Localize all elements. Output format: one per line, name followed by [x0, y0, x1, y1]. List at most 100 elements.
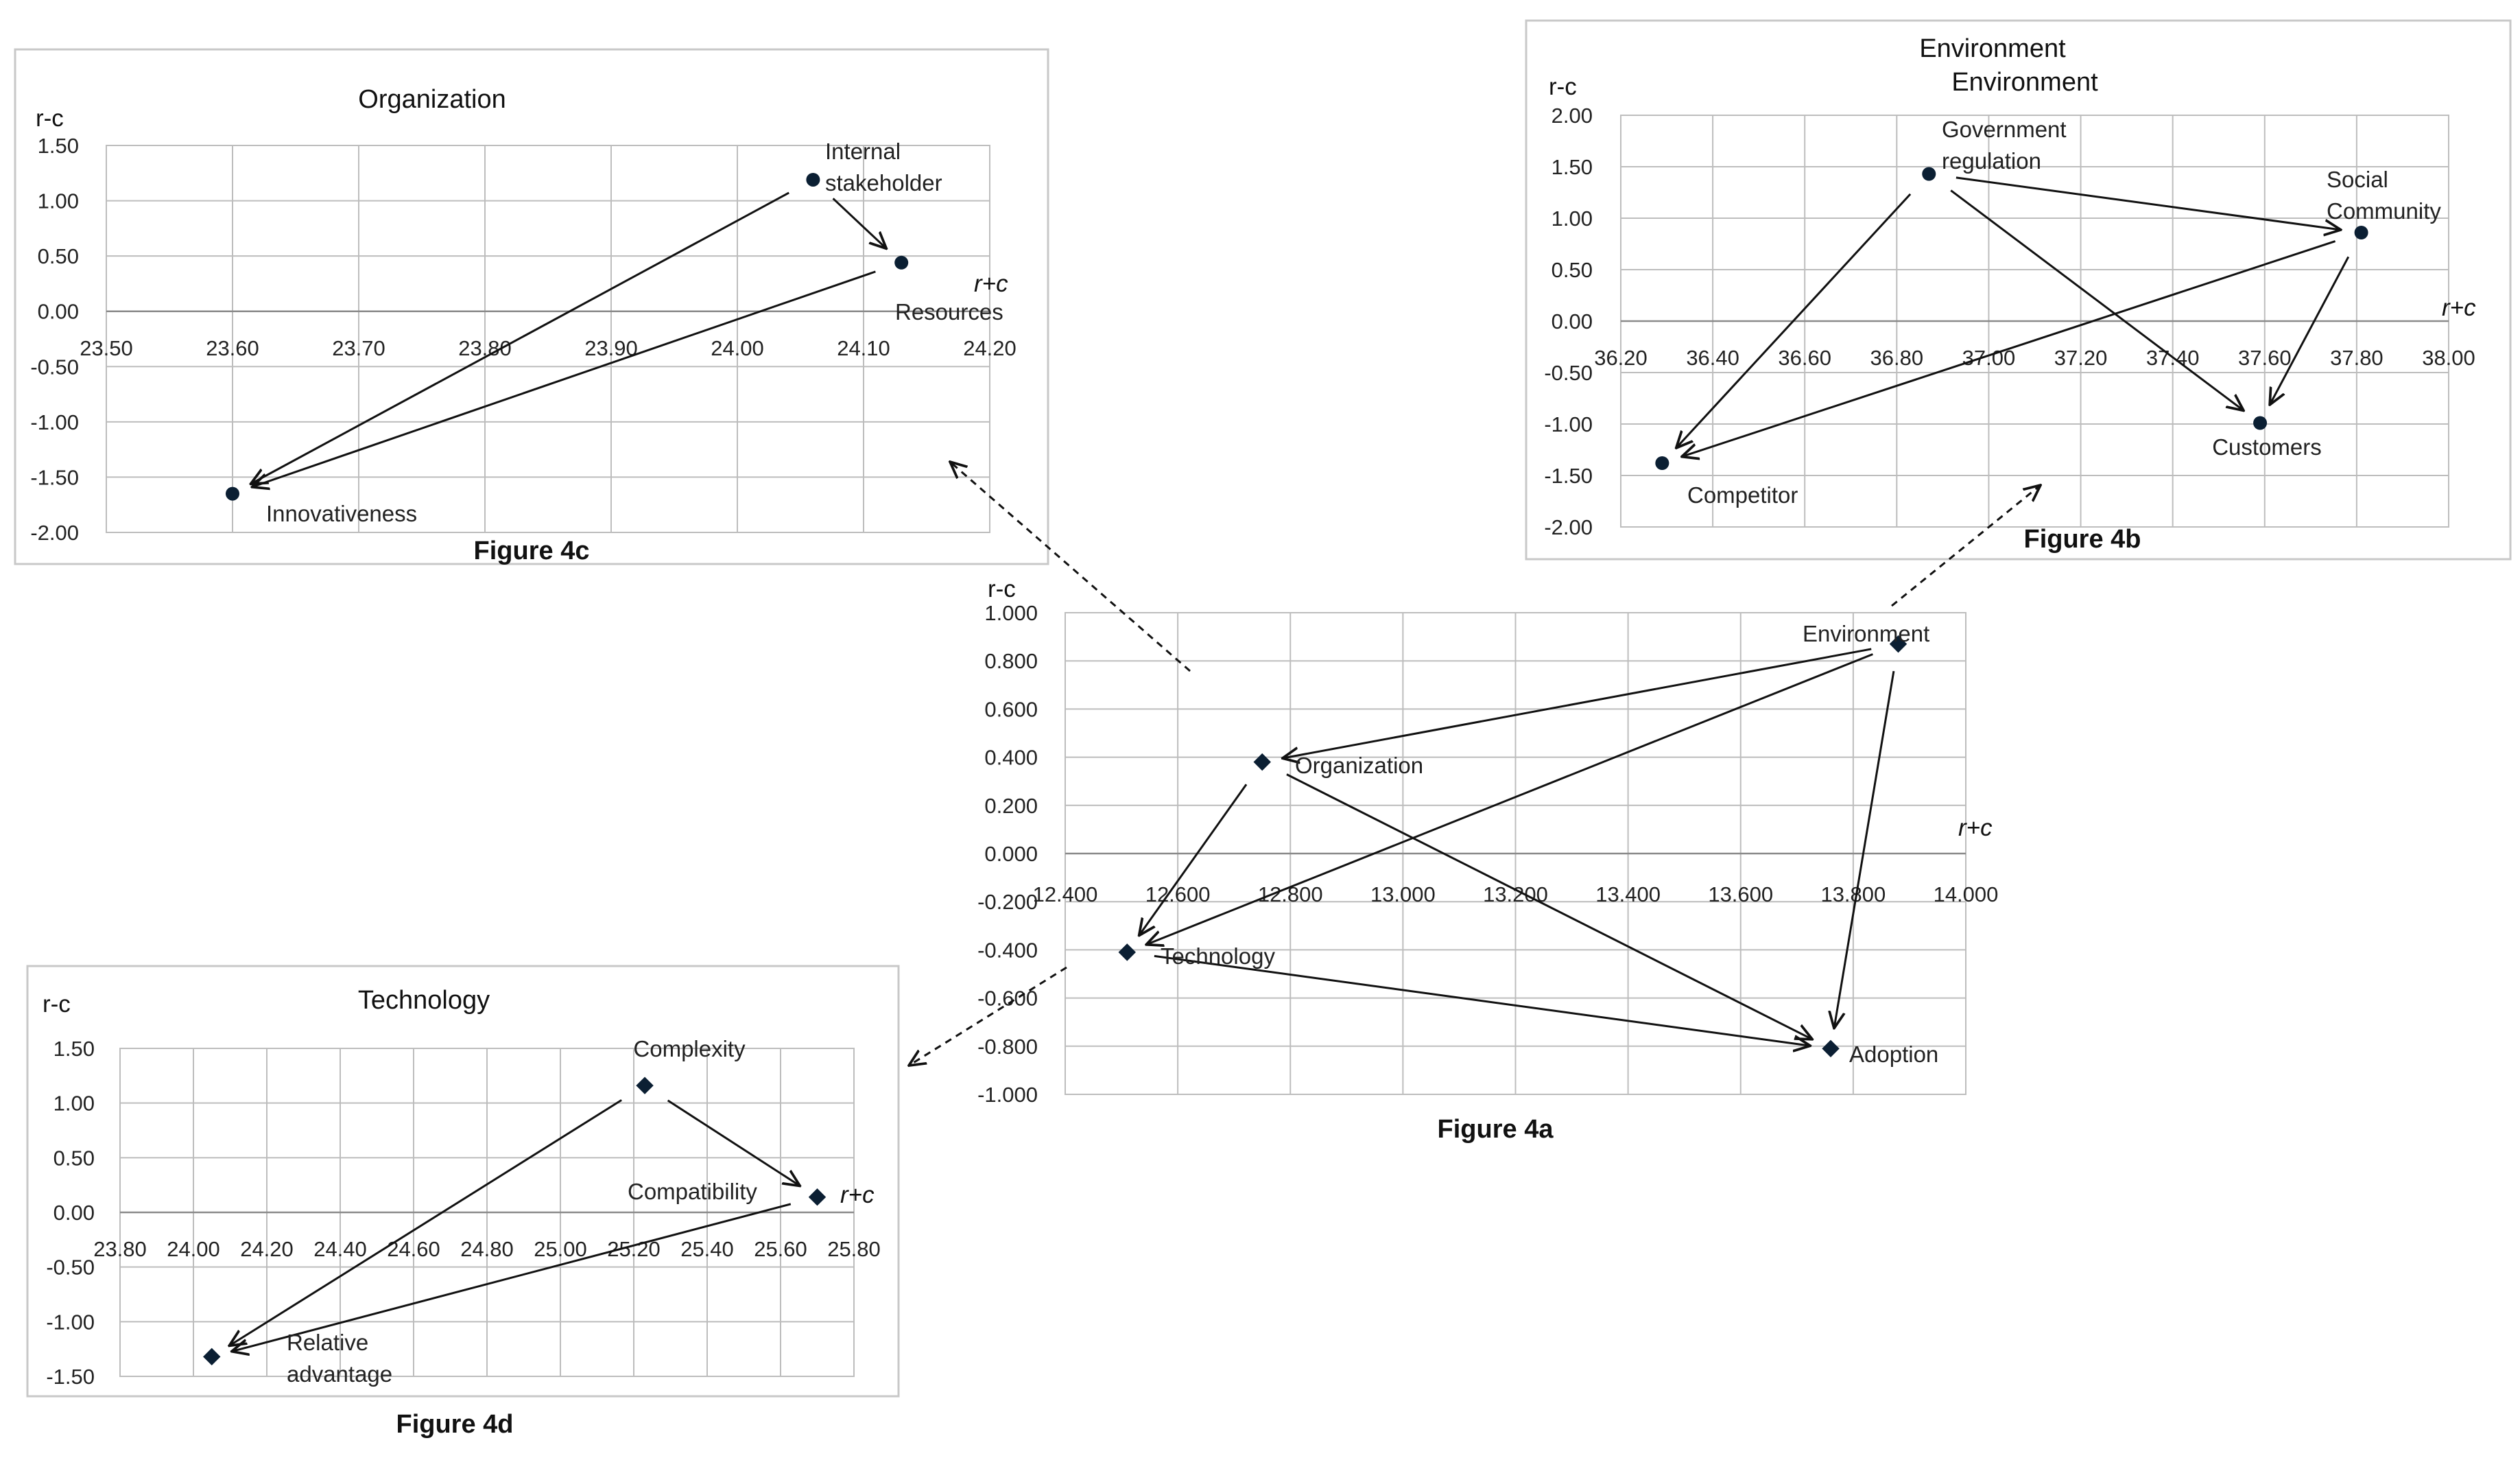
relation-arrow	[250, 191, 789, 484]
data-point-label: Relative advantage	[287, 1330, 392, 1387]
data-point-label: Customers	[2212, 434, 2322, 460]
x-axis-label-4a: r+c	[1958, 814, 1993, 841]
data-point-label: Innovativeness	[266, 501, 417, 526]
data-point-label: Organization	[1295, 753, 1423, 778]
x-tick-label: 36.60	[1778, 346, 1831, 370]
y-tick-label: 1.50	[1552, 155, 1593, 179]
data-point-label: Technology	[1161, 943, 1275, 969]
panel-connector	[950, 462, 1191, 672]
data-point-label: Government regulation	[1942, 117, 2067, 174]
data-point-label: Resources	[895, 299, 1003, 325]
relation-arrow	[252, 270, 876, 487]
relation-arrow	[2270, 256, 2350, 405]
y-tick-label: -0.200	[977, 890, 1038, 914]
relation-arrow	[232, 1203, 792, 1352]
figure-caption-4d: Figure 4d	[396, 1410, 513, 1439]
y-tick-label: 0.00	[38, 300, 79, 324]
y-tick-label: -0.600	[977, 987, 1038, 1011]
x-tick-label: 24.10	[837, 336, 890, 360]
relation-arrow	[1139, 784, 1248, 935]
panel-connector	[909, 966, 1067, 1066]
x-tick-label: 25.60	[754, 1237, 807, 1261]
x-tick-label: 23.50	[80, 336, 133, 360]
chart-title-4d: Technology	[358, 986, 490, 1015]
x-tick-label: 12.400	[1033, 882, 1098, 906]
data-point-marker	[2253, 416, 2268, 430]
data-point-label: Adoption	[1849, 1042, 1938, 1067]
x-tick-label: 23.70	[332, 336, 385, 360]
data-point-marker	[2354, 226, 2368, 239]
y-tick-label: -1.00	[30, 410, 79, 434]
y-tick-label: -0.50	[1544, 361, 1593, 385]
x-tick-label: 13.000	[1370, 882, 1436, 906]
y-tick-label: -1.50	[46, 1365, 95, 1389]
y-tick-label: -1.00	[46, 1310, 95, 1334]
relation-arrows-4c	[250, 191, 887, 487]
y-axis-label-4b: r-c	[1549, 73, 1577, 100]
gridlines-4c	[106, 145, 990, 533]
y-tick-label: -1.000	[977, 1083, 1038, 1107]
relation-arrow	[229, 1099, 622, 1345]
chart-figure-4c: 23.50 23.60 23.70 23.80 23.90 24.00 24.10 24.20…	[30, 85, 1016, 565]
relation-arrow	[1676, 193, 1912, 448]
relation-arrow	[1956, 176, 2341, 230]
chart-figure-4b: 36.20 36.40 36.60 36.80 37.00 37.20 37.40 37.60…	[1544, 34, 2476, 554]
x-tick-label: 13.600	[1708, 882, 1773, 906]
plot-area-4c	[106, 145, 990, 533]
relation-arrow	[1834, 670, 1895, 1028]
data-point-marker	[806, 172, 820, 187]
data-point-label: Competitor	[1687, 482, 1798, 508]
x-axis-label-4b: r+c	[2442, 294, 2476, 321]
x-tick-label: 24.60	[387, 1237, 440, 1261]
y-tick-label: 0.400	[984, 746, 1038, 770]
y-tick-label: 0.600	[984, 697, 1038, 721]
y-tick-label: -1.50	[30, 465, 79, 489]
y-tick-label: -0.400	[977, 938, 1038, 962]
x-tick-label: 38.00	[2422, 346, 2475, 370]
x-tick-label: 12.600	[1145, 882, 1211, 906]
y-tick-label: -0.800	[977, 1035, 1038, 1059]
charts: 12.400 12.600 12.800 13.000 13.200 13.400 13.6…	[30, 34, 2476, 1439]
data-point-marker	[1922, 167, 1936, 181]
y-tick-label: 1.00	[54, 1092, 95, 1116]
x-tick-label: 23.80	[93, 1237, 147, 1261]
data-point-label: Environment	[1803, 621, 1929, 646]
x-axis-label-4c: r+c	[974, 270, 1008, 297]
data-point-label: Internal stakeholder	[825, 139, 942, 196]
chart-title-4b: Environment	[1919, 34, 2066, 63]
x-tick-label: 13.800	[1820, 882, 1886, 906]
y-tick-label: 1.000	[984, 601, 1038, 625]
x-tick-label: 13.200	[1483, 882, 1548, 906]
y-tick-label: -0.50	[30, 355, 79, 379]
chart-subtitle-4b: Environment	[1951, 68, 2098, 97]
x-tick-label: 24.80	[460, 1237, 514, 1261]
relation-arrow	[1950, 189, 2244, 411]
relation-arrows-4b	[1676, 176, 2350, 457]
y-tick-label: -2.00	[1544, 515, 1593, 539]
y-tick-label: 0.000	[984, 842, 1038, 866]
y-tick-label: 0.200	[984, 794, 1038, 818]
data-point-marker	[1655, 456, 1669, 470]
x-tick-label: 25.40	[680, 1237, 734, 1261]
y-tick-label: -2.00	[30, 521, 79, 545]
relation-arrow	[1283, 648, 1872, 758]
x-tick-label: 36.40	[1686, 346, 1739, 370]
y-tick-label: 0.00	[1552, 309, 1593, 333]
x-tick-label: 14.000	[1934, 882, 1999, 906]
y-axis-label-4a: r-c	[988, 576, 1016, 602]
y-tick-label: 1.50	[54, 1037, 95, 1061]
data-point-label: Compatibility	[628, 1179, 757, 1204]
x-tick-label: 25.80	[827, 1237, 881, 1261]
y-axis-label-4c: r-c	[36, 105, 64, 132]
x-tick-label: 25.00	[534, 1237, 587, 1261]
data-points-4a: Environment Organization Technology Adoptio…	[1118, 621, 1938, 1067]
data-points-4b: Government regulation Social Community Custo…	[1655, 117, 2441, 508]
x-axis-label-4d: r+c	[840, 1181, 875, 1208]
data-points-4c: Internal stakeholder Resources Innovativene…	[226, 139, 1003, 526]
relation-arrow	[1682, 240, 2336, 457]
x-tick-label: 37.80	[2330, 346, 2384, 370]
x-tick-label: 24.00	[711, 336, 764, 360]
relation-arrow	[832, 198, 887, 248]
data-point-label: Complexity	[633, 1036, 746, 1061]
